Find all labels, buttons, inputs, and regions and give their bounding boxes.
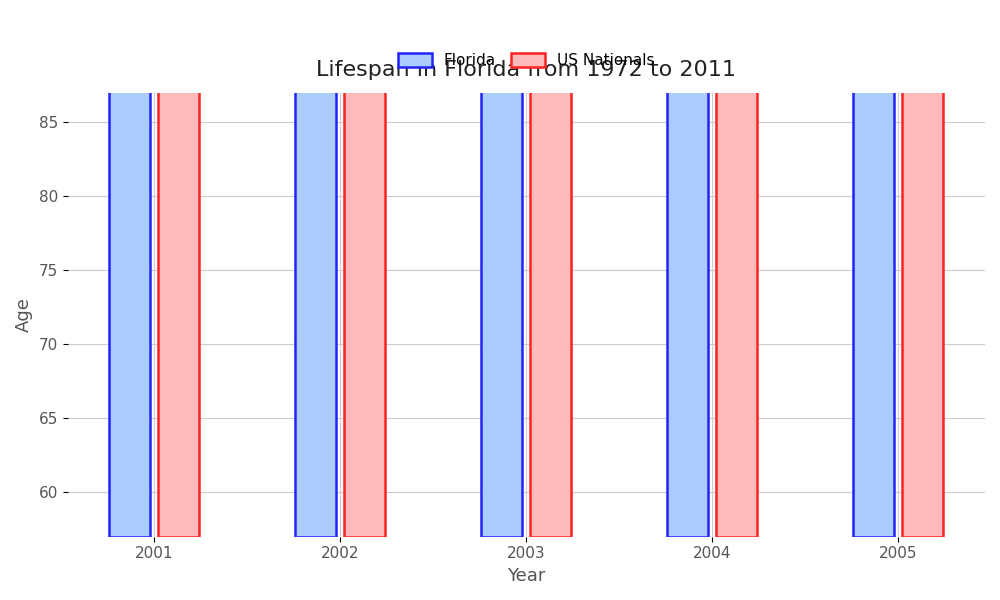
Title: Lifespan in Florida from 1972 to 2011: Lifespan in Florida from 1972 to 2011 [316, 60, 736, 80]
Bar [667, 0, 708, 537]
Bar [295, 0, 336, 537]
Bar [109, 0, 150, 537]
Bar [530, 0, 571, 537]
Legend: Florida, US Nationals: Florida, US Nationals [392, 47, 661, 74]
Bar [902, 0, 943, 537]
Bar [158, 0, 199, 537]
Bar [716, 0, 757, 537]
Y-axis label: Age: Age [15, 298, 33, 332]
Bar [344, 0, 385, 537]
Bar [853, 0, 894, 537]
X-axis label: Year: Year [507, 567, 546, 585]
Bar [481, 0, 522, 537]
